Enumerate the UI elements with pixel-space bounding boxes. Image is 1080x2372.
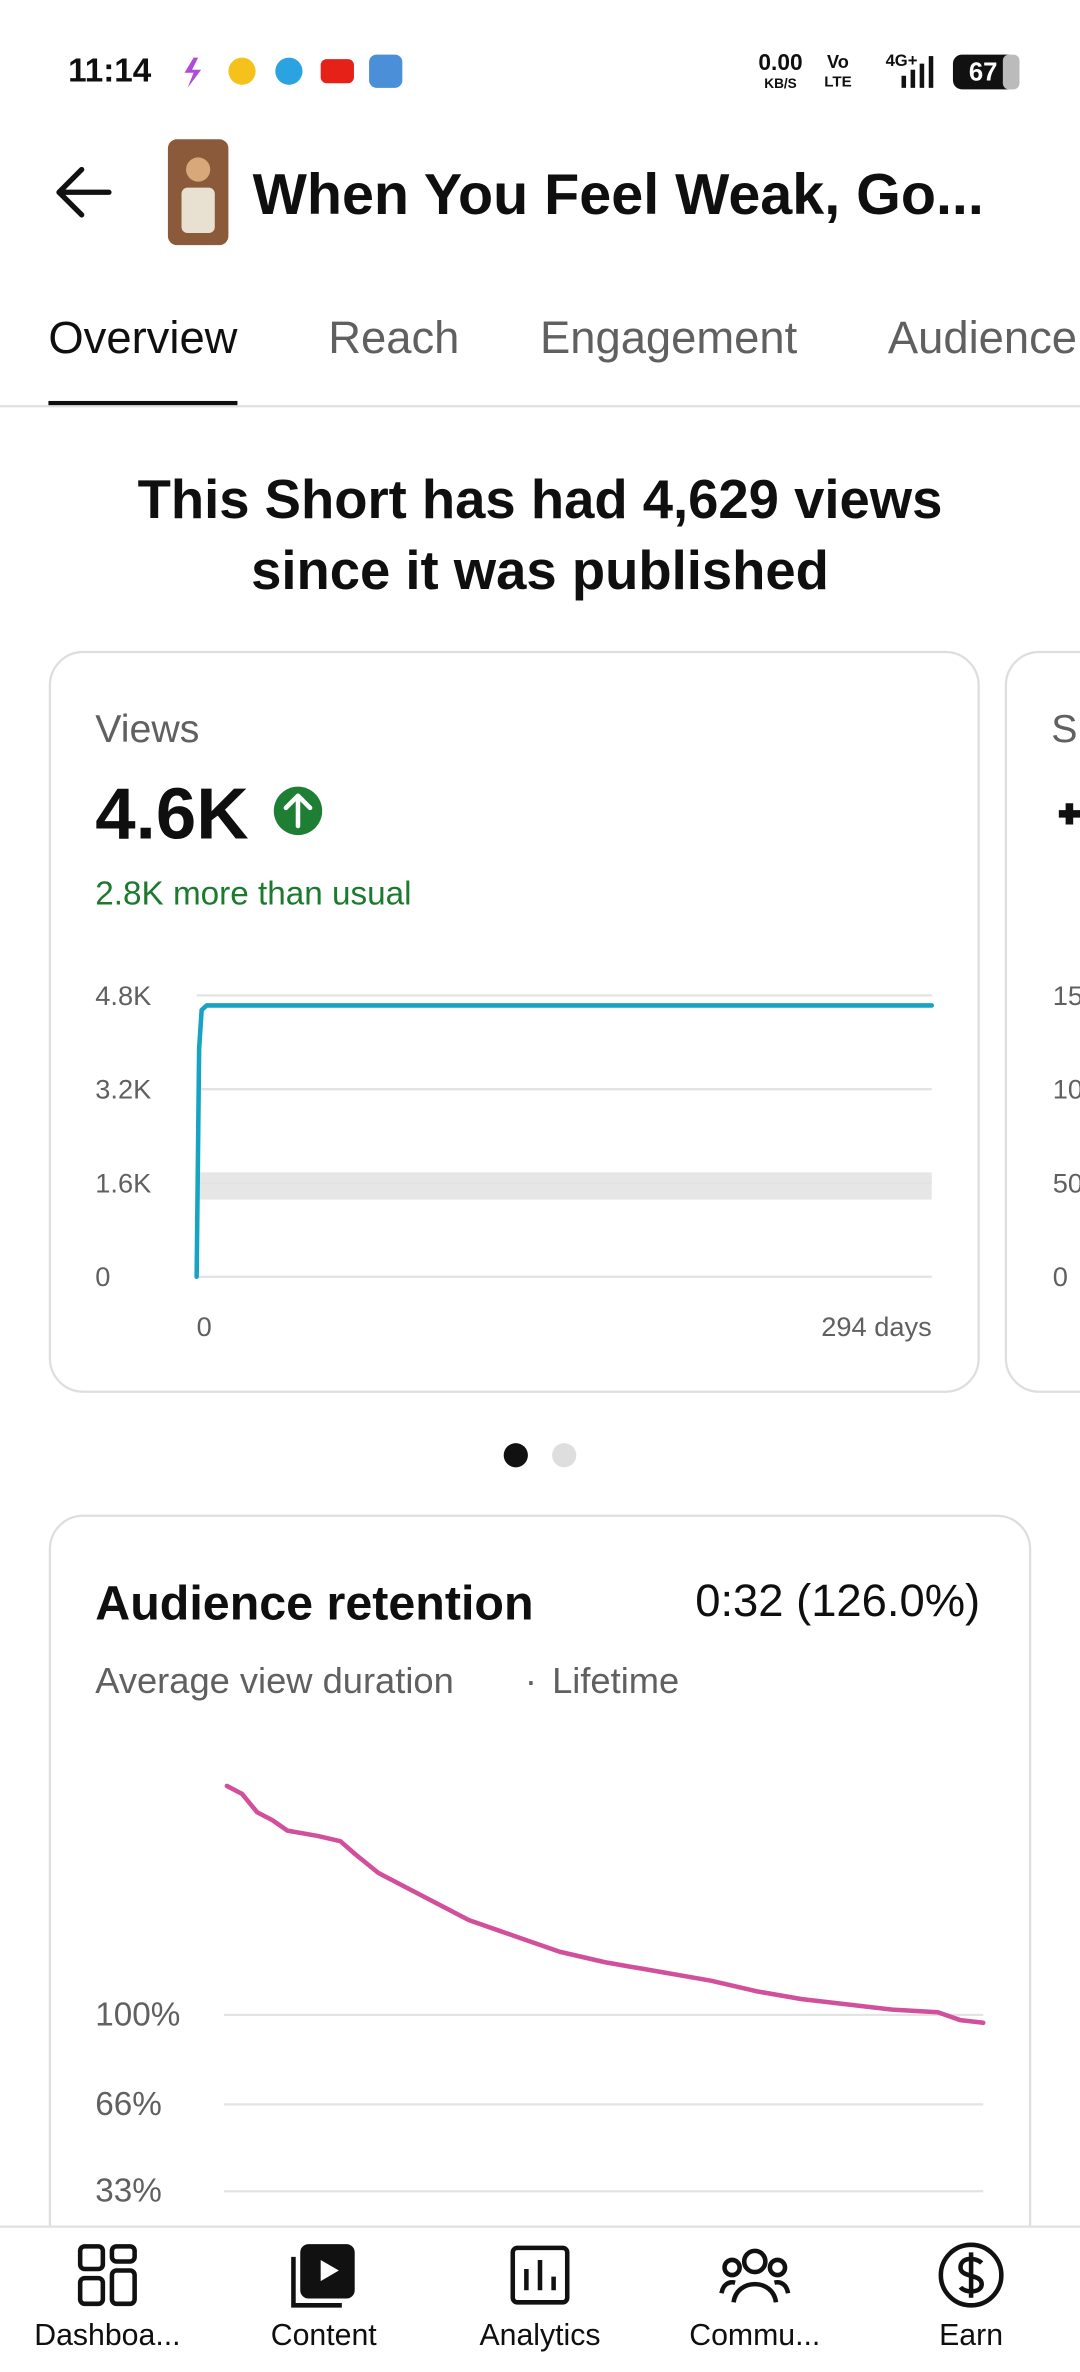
- y-tick-label: 33%: [95, 2173, 162, 2210]
- period: Lifetime: [552, 1660, 679, 1701]
- network-type: 4G+: [886, 51, 918, 70]
- comparison: 2.8K more than usual: [95, 876, 411, 913]
- data-line: [224, 1783, 986, 2026]
- plus-icon: [1058, 803, 1080, 825]
- earn-icon: [938, 2242, 1004, 2308]
- thumbnail-art: [186, 157, 211, 182]
- typical-range: [199, 1172, 932, 1200]
- tab[interactable]: Reach: [328, 312, 459, 363]
- community-icon: [719, 2248, 791, 2303]
- card-title: Audience retention: [95, 1576, 533, 1630]
- volte: LTE: [824, 73, 851, 90]
- y-tick-label: 50: [1053, 1167, 1080, 1198]
- volte: Vo: [827, 52, 849, 72]
- app-icon: [184, 57, 202, 88]
- card-subtitle: Average view duration: [95, 1660, 454, 1701]
- video-title: When You Feel Weak, Go...: [253, 163, 984, 227]
- net-speed: 0.00: [758, 49, 802, 75]
- battery-level: 67: [969, 59, 998, 87]
- x-tick-label: 294 days: [821, 1311, 931, 1342]
- summary: This Short has had 4,629 views: [138, 469, 943, 530]
- y-tick-label: 66%: [95, 2086, 162, 2123]
- app-icon: [228, 57, 256, 85]
- signal-icon: [901, 56, 934, 88]
- nav-label[interactable]: Commu...: [689, 2319, 820, 2352]
- views-card[interactable]: [48, 650, 980, 1393]
- app-icon: [320, 59, 354, 84]
- dashboard-icon: [77, 2244, 137, 2307]
- nav-label[interactable]: Content: [271, 2319, 378, 2352]
- content-icon: [291, 2244, 355, 2308]
- y-tick-label: 15: [1053, 980, 1080, 1011]
- app-icon: [369, 54, 403, 88]
- net-unit: KB/S: [764, 76, 797, 91]
- next-card[interactable]: [1004, 650, 1080, 1393]
- tab[interactable]: Engagement: [540, 312, 798, 363]
- tab[interactable]: Overview: [48, 312, 237, 363]
- status-time: 11:14: [68, 53, 152, 90]
- analytics-icon: [510, 2245, 570, 2305]
- trend-arrow: [283, 793, 313, 829]
- y-tick-label: 0: [95, 1261, 110, 1292]
- thumbnail-art: [181, 187, 215, 234]
- y-tick-label: 10: [1053, 1074, 1080, 1105]
- y-tick-label: 4.8K: [95, 980, 151, 1011]
- bottom-nav: [0, 2226, 1080, 2372]
- back-button[interactable]: [56, 166, 112, 218]
- battery: [952, 54, 1017, 90]
- page-dot[interactable]: [552, 1443, 577, 1468]
- separator: ·: [525, 1660, 537, 1701]
- battery-empty: [1002, 54, 1020, 90]
- card-label: Views: [95, 707, 199, 751]
- summary: since it was published: [251, 540, 829, 601]
- nav-label[interactable]: Dashboa...: [34, 2319, 180, 2352]
- data-line: [194, 1003, 935, 1280]
- y-tick-label: 0: [1053, 1261, 1068, 1292]
- tab-indicator: [48, 400, 238, 408]
- nav-label[interactable]: Analytics: [479, 2319, 600, 2352]
- x-tick-label: 0: [197, 1311, 212, 1342]
- nav-label[interactable]: Earn: [939, 2319, 1003, 2352]
- y-tick-label: 100%: [95, 1996, 180, 2033]
- y-tick-label: 1.6K: [95, 1167, 151, 1198]
- y-tick-label: 3.2K: [95, 1074, 151, 1105]
- card-value: 0:32 (126.0%): [695, 1575, 980, 1626]
- page-dot[interactable]: [503, 1443, 528, 1468]
- tab[interactable]: Audience: [888, 312, 1077, 363]
- card-value: 4.6K: [95, 773, 248, 854]
- app-icon: [275, 57, 303, 85]
- card-label: S: [1051, 707, 1077, 751]
